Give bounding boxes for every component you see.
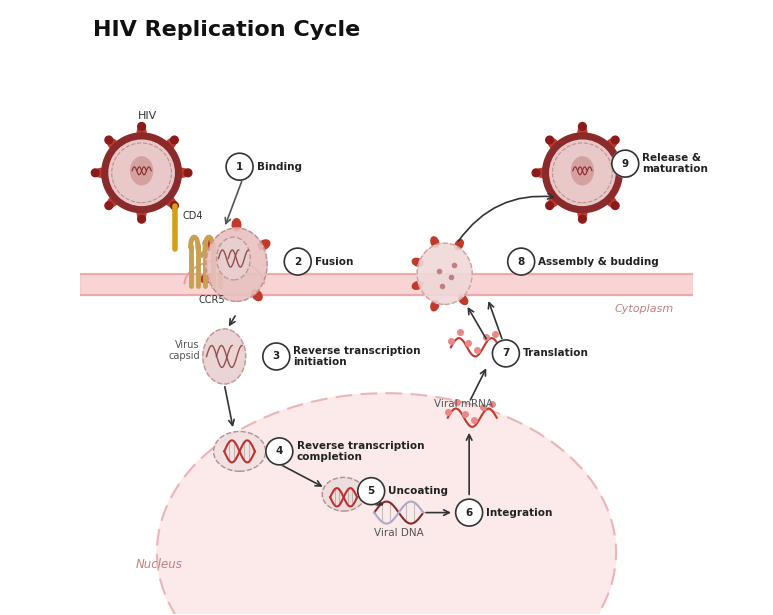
Circle shape <box>266 438 293 465</box>
Circle shape <box>138 122 145 130</box>
Ellipse shape <box>604 195 617 207</box>
Ellipse shape <box>137 125 146 141</box>
Circle shape <box>578 122 586 130</box>
Text: CD4: CD4 <box>182 211 203 221</box>
Ellipse shape <box>458 295 468 304</box>
Text: 8: 8 <box>518 256 525 266</box>
Circle shape <box>625 169 632 177</box>
Circle shape <box>358 478 385 505</box>
Text: 7: 7 <box>502 349 509 359</box>
Ellipse shape <box>137 205 146 220</box>
Circle shape <box>284 248 312 275</box>
Ellipse shape <box>322 477 365 511</box>
Circle shape <box>455 499 482 526</box>
Ellipse shape <box>535 169 550 177</box>
Ellipse shape <box>107 195 120 207</box>
Ellipse shape <box>157 393 616 615</box>
Ellipse shape <box>252 290 262 301</box>
Ellipse shape <box>412 282 423 289</box>
Text: Viral DNA: Viral DNA <box>374 528 424 538</box>
Text: Viral mRNA: Viral mRNA <box>434 399 492 408</box>
Circle shape <box>105 202 113 210</box>
Bar <box>80 274 693 295</box>
Text: CCR5: CCR5 <box>199 295 225 305</box>
Circle shape <box>263 343 290 370</box>
Text: 6: 6 <box>465 507 473 518</box>
Text: 1: 1 <box>236 162 243 172</box>
Text: 2: 2 <box>294 256 301 266</box>
Circle shape <box>492 340 519 367</box>
Circle shape <box>578 215 586 223</box>
Text: Fusion: Fusion <box>315 256 353 266</box>
Text: Reverse transcription
completion: Reverse transcription completion <box>297 440 424 462</box>
Ellipse shape <box>107 138 120 151</box>
Ellipse shape <box>417 243 472 304</box>
Ellipse shape <box>174 169 189 177</box>
Ellipse shape <box>213 432 266 471</box>
Ellipse shape <box>615 169 630 177</box>
Circle shape <box>138 215 145 223</box>
Circle shape <box>184 169 192 177</box>
Text: HIV Replication Cycle: HIV Replication Cycle <box>93 20 360 40</box>
Text: Translation: Translation <box>523 349 589 359</box>
Ellipse shape <box>203 329 246 384</box>
Ellipse shape <box>203 240 215 250</box>
Circle shape <box>611 136 619 144</box>
Text: HIV: HIV <box>138 111 158 121</box>
Ellipse shape <box>548 195 560 207</box>
Text: Assembly & budding: Assembly & budding <box>538 256 659 266</box>
Ellipse shape <box>548 138 560 151</box>
Text: Release &
maturation: Release & maturation <box>642 153 708 175</box>
Circle shape <box>508 248 535 275</box>
Ellipse shape <box>431 300 439 311</box>
Ellipse shape <box>206 228 267 301</box>
Circle shape <box>611 150 638 177</box>
Circle shape <box>546 202 553 210</box>
Text: 9: 9 <box>621 159 628 169</box>
Circle shape <box>109 140 174 205</box>
Ellipse shape <box>131 157 152 184</box>
Ellipse shape <box>163 138 176 151</box>
Ellipse shape <box>201 274 213 283</box>
Ellipse shape <box>431 237 439 247</box>
Ellipse shape <box>578 125 587 141</box>
Ellipse shape <box>216 237 250 280</box>
Circle shape <box>546 136 553 144</box>
Text: Integration: Integration <box>486 507 553 518</box>
Text: Binding: Binding <box>257 162 301 172</box>
Ellipse shape <box>604 138 617 151</box>
Circle shape <box>91 169 99 177</box>
Text: 4: 4 <box>276 446 283 456</box>
Text: 5: 5 <box>368 486 375 496</box>
Text: Nucleus: Nucleus <box>135 558 182 571</box>
Circle shape <box>171 136 179 144</box>
Text: Uncoating: Uncoating <box>388 486 448 496</box>
Circle shape <box>532 169 540 177</box>
Circle shape <box>105 136 113 144</box>
Ellipse shape <box>163 195 176 207</box>
Circle shape <box>226 153 253 180</box>
Ellipse shape <box>412 258 423 266</box>
Circle shape <box>543 133 622 213</box>
Circle shape <box>611 202 619 210</box>
Circle shape <box>550 140 615 205</box>
Circle shape <box>102 133 182 213</box>
Ellipse shape <box>94 169 110 177</box>
Text: Cytoplasm: Cytoplasm <box>615 304 674 314</box>
Ellipse shape <box>232 219 241 231</box>
Ellipse shape <box>571 157 594 184</box>
Text: Virus
capsid: Virus capsid <box>169 339 199 361</box>
Circle shape <box>171 202 179 210</box>
Text: 3: 3 <box>273 352 280 362</box>
Text: Reverse transcription
initiation: Reverse transcription initiation <box>294 346 421 367</box>
Ellipse shape <box>258 240 270 250</box>
Ellipse shape <box>455 240 463 250</box>
Ellipse shape <box>578 205 587 220</box>
